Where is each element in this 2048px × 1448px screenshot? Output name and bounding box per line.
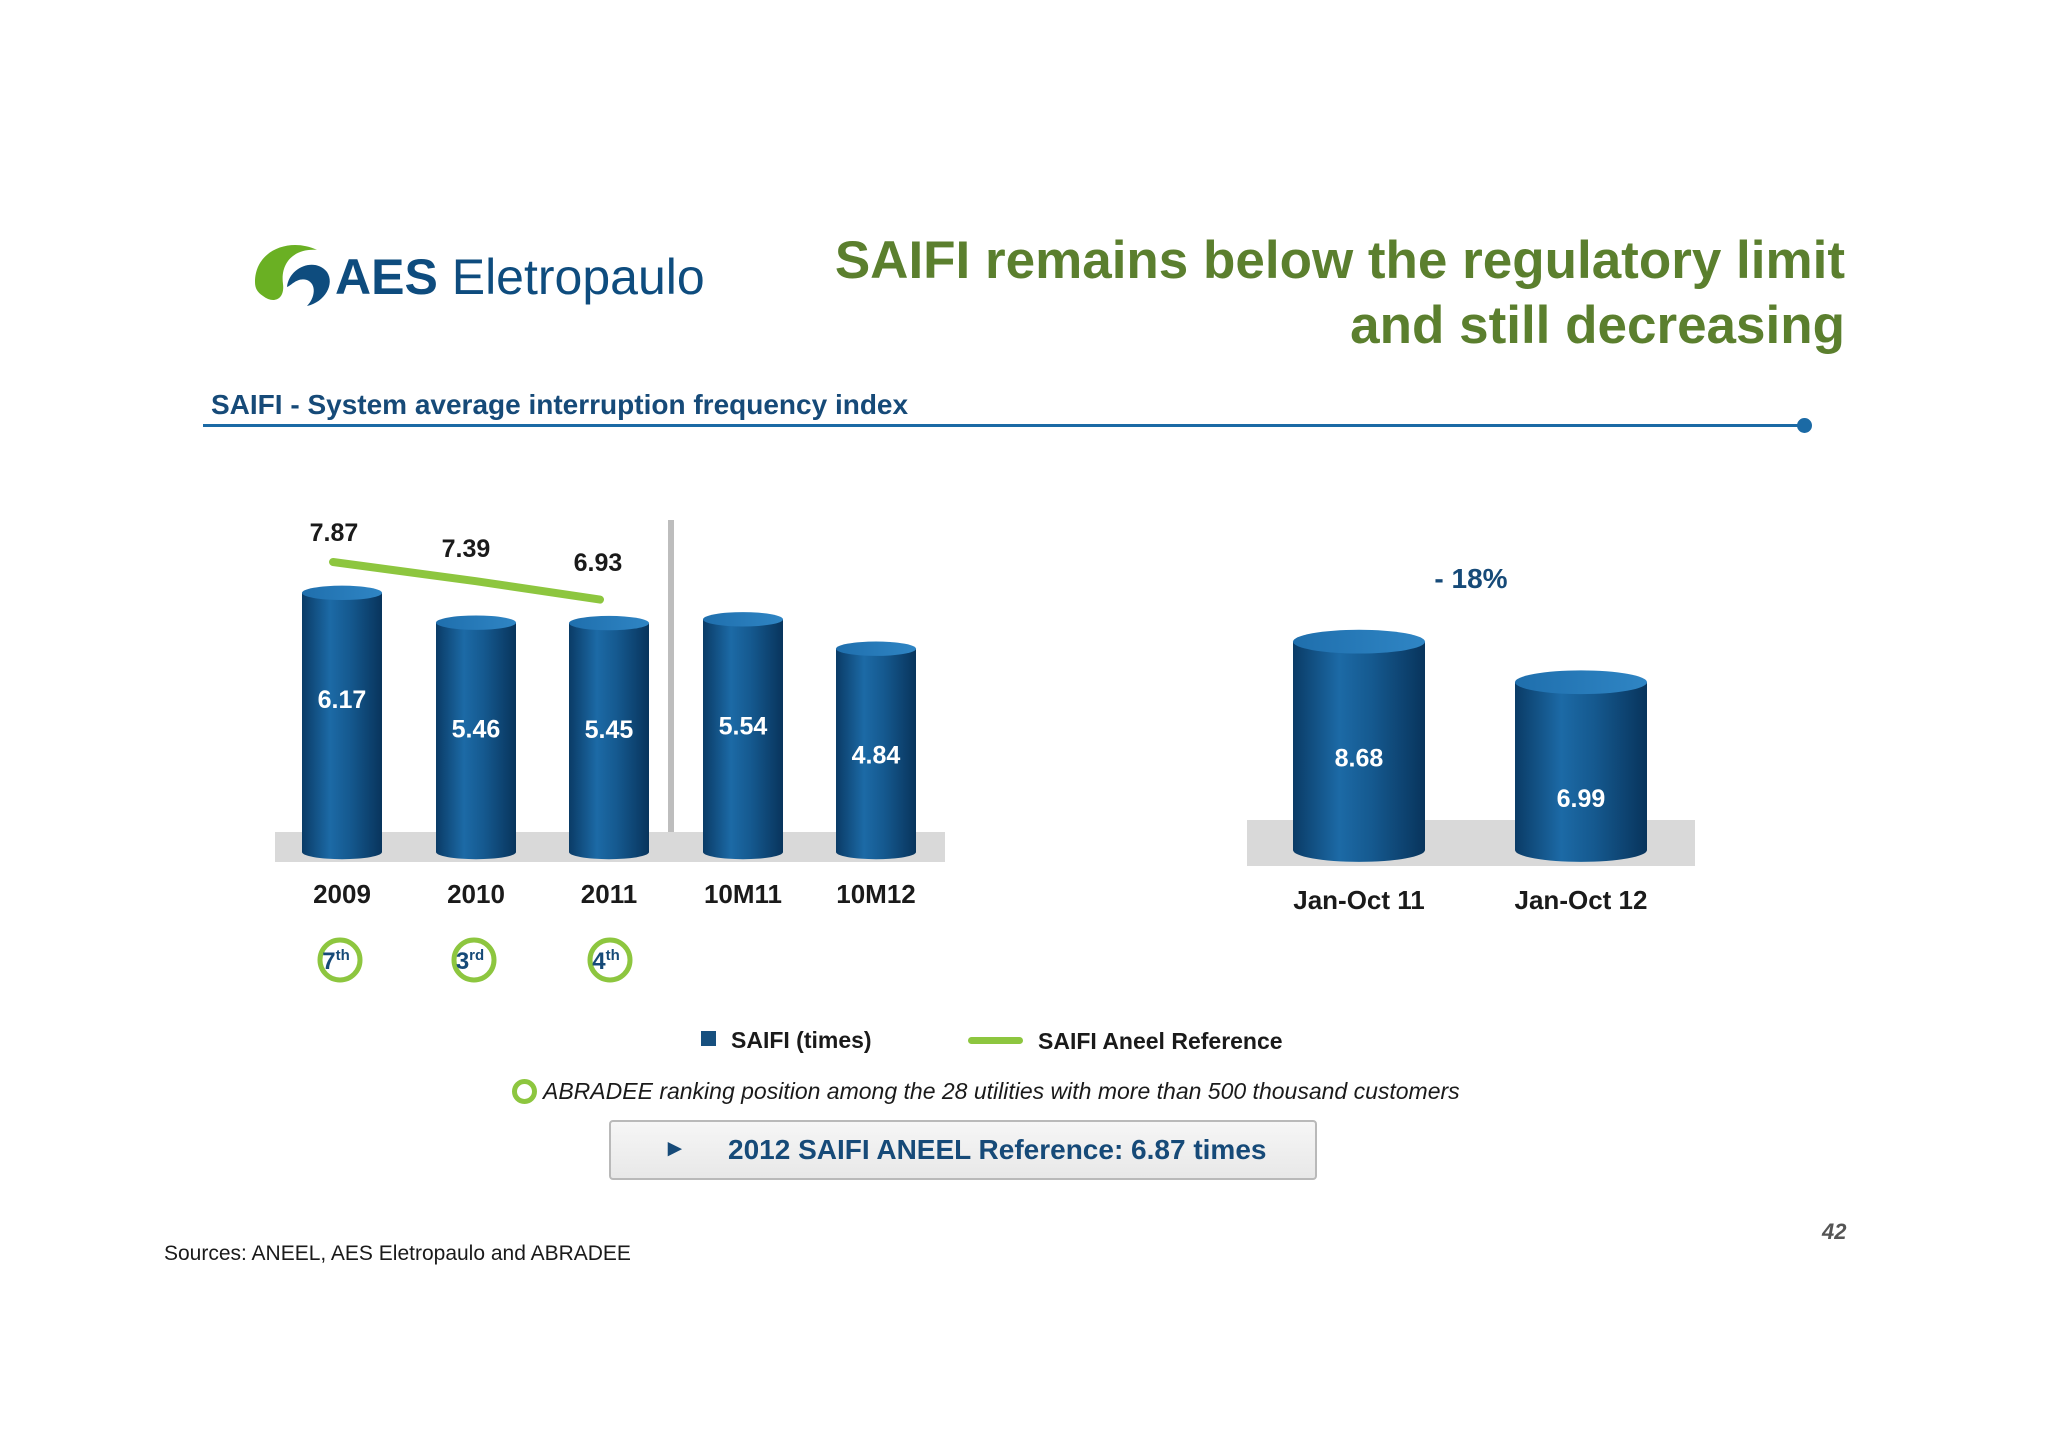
bar-2010-top — [436, 615, 516, 630]
x-tick-label-Jan-Oct 11: Jan-Oct 11 — [1293, 885, 1425, 915]
page-number: 42 — [1822, 1219, 1847, 1244]
x-tick-label-Jan-Oct 12: Jan-Oct 12 — [1515, 885, 1648, 915]
bar-10M11-top — [703, 612, 783, 627]
bar-value-label-10M11: 5.54 — [719, 712, 768, 740]
logo-swirl-green — [255, 245, 317, 300]
slide-title-line-2: and still decreasing — [1350, 296, 1845, 355]
section-rule-dot — [1797, 418, 1812, 433]
bar-2010 — [436, 615, 516, 860]
ranking-badge-ring-2011 — [587, 937, 633, 983]
saifi-annual-chart: 6.17 2009 5.46 2010 5.45 2011 5.54 10M11 4.84 10M… — [275, 519, 945, 983]
bar-2011-top — [569, 615, 649, 631]
bar-2011-body — [569, 623, 649, 860]
logo-swirl-blue — [287, 264, 330, 306]
saifi-jan-oct-chart: 8.68 Jan-Oct 11 6.99 Jan-Oct 12 - 18% — [1247, 563, 1695, 915]
bar-Jan-Oct 12 — [1515, 670, 1647, 862]
bar-2009-body — [302, 592, 382, 860]
logo-brand-rest: Eletropaulo — [451, 249, 705, 305]
bar-value-label-Jan-Oct 12: 6.99 — [1557, 785, 1606, 813]
ranking-badge-label-2011: 4th — [592, 947, 620, 975]
bar-10M11 — [703, 612, 783, 860]
legend-saifi-swatch — [701, 1031, 716, 1046]
bar-2009-top — [302, 585, 382, 601]
bar-Jan-Oct 12-body — [1515, 682, 1647, 862]
logo-brand-bold: AES — [335, 249, 438, 305]
reference-text: 2012 SAIFI ANEEL Reference: 6.87 times — [728, 1134, 1267, 1165]
section-rule — [203, 424, 1803, 427]
x-tick-label-10M11: 10M11 — [704, 879, 782, 909]
bar-10M12-body — [836, 648, 916, 860]
section-heading: SAIFI - System average interruption freq… — [211, 389, 909, 420]
bar-value-label-Jan-Oct 11: 8.68 — [1335, 745, 1384, 773]
bar-10M12 — [836, 641, 916, 860]
bar-2011 — [569, 615, 649, 860]
aneel-reference-line — [329, 558, 604, 604]
sources-note: Sources: ANEEL, AES Eletropaulo and ABRA… — [164, 1242, 631, 1265]
reference-box — [609, 1120, 1317, 1180]
bar-2009 — [302, 585, 382, 860]
ranking-badge-2011: 4th — [587, 937, 633, 983]
logo-wordmark: AES Eletropaulo — [335, 248, 705, 306]
legend-aneel-label: SAIFI Aneel Reference — [1038, 1028, 1283, 1054]
bar-Jan-Oct 12-top — [1515, 670, 1647, 695]
ranking-badge-label-2010: 3rd — [456, 947, 484, 975]
change-annotation: - 18% — [1434, 563, 1507, 594]
ranking-badge-2009: 7th — [317, 937, 363, 983]
bar-Jan-Oct 11-body — [1293, 641, 1425, 862]
bar-value-label-2009: 6.17 — [318, 686, 367, 714]
legend-saifi-label: SAIFI (times) — [731, 1027, 872, 1053]
aneel-value-label-2011: 6.93 — [574, 549, 623, 577]
x-tick-label-10M12: 10M12 — [836, 879, 916, 909]
aneel-value-label-2010: 7.39 — [442, 535, 491, 563]
legend-aneel-line — [968, 1037, 1023, 1044]
bar-10M12-top — [836, 641, 916, 656]
ranking-ring-icon — [512, 1079, 537, 1104]
bar-Jan-Oct 11-top — [1293, 629, 1425, 654]
bar-Jan-Oct 11 — [1293, 629, 1425, 862]
ranking-note: ABRADEE ranking position among the 28 ut… — [543, 1078, 1460, 1104]
ranking-badge-ring-2009 — [317, 937, 363, 983]
bar-value-label-2010: 5.46 — [452, 716, 501, 744]
aes-eletropaulo-logo — [255, 245, 330, 306]
bar-10M11-body — [703, 619, 783, 860]
ranking-badge-ring-2010 — [451, 937, 497, 983]
x-tick-label-2009: 2009 — [313, 879, 371, 909]
bar-value-label-2011: 5.45 — [585, 716, 634, 744]
play-arrow-icon: ► — [663, 1135, 687, 1162]
aneel-value-label-2009: 7.87 — [310, 519, 359, 547]
x-tick-label-2010: 2010 — [447, 879, 505, 909]
bar-value-label-10M12: 4.84 — [852, 742, 901, 770]
ranking-badge-2010: 3rd — [451, 937, 497, 983]
bar-2010-body — [436, 622, 516, 860]
ranking-badge-label-2009: 7th — [322, 947, 350, 975]
x-tick-label-2011: 2011 — [581, 879, 637, 909]
slide-title-line-1: SAIFI remains below the regulatory limit — [834, 231, 1845, 290]
